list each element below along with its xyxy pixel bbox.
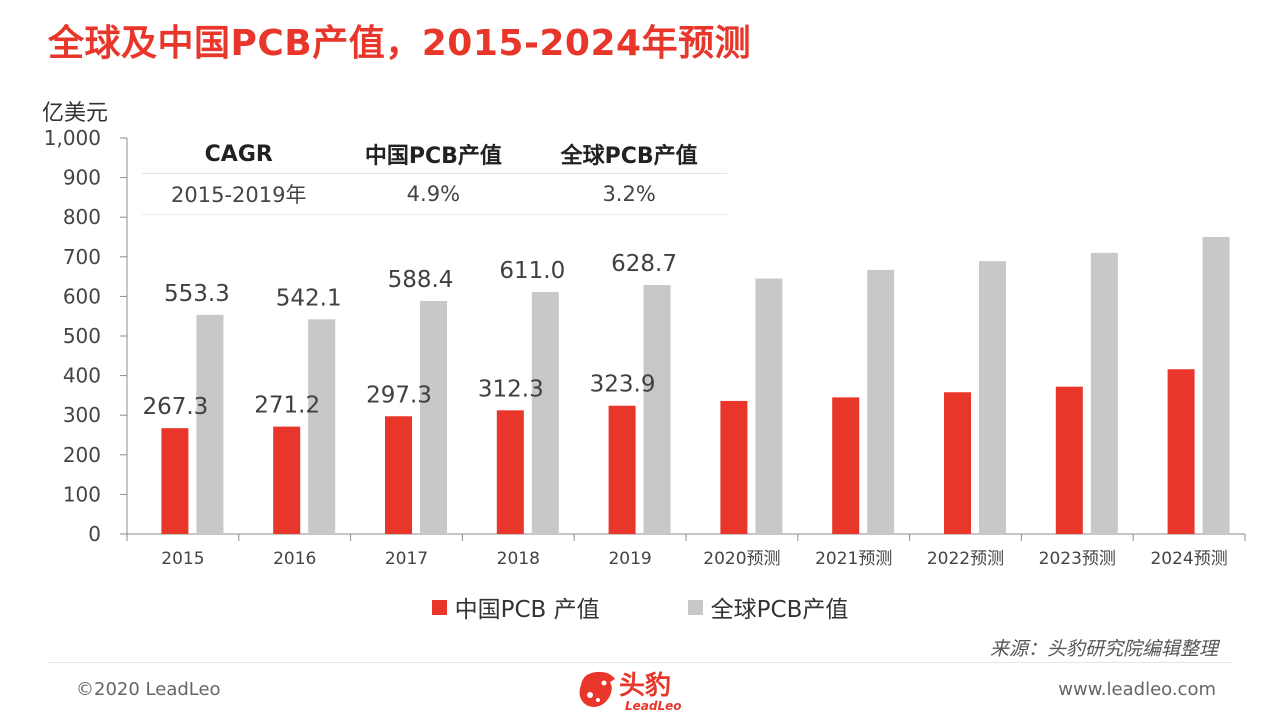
y-axis-unit-label: 亿美元 (42, 101, 108, 126)
bars-group (161, 237, 1230, 534)
data-label-global: 611.0 (499, 258, 565, 284)
bar-global (308, 319, 336, 534)
data-label-global: 588.4 (388, 267, 454, 293)
y-tick-label: 900 (63, 166, 101, 190)
bar-global (1090, 252, 1118, 534)
data-label-china: 267.3 (142, 394, 208, 420)
data-label-global: 628.7 (611, 251, 677, 277)
x-category-label: 2015 (161, 549, 204, 569)
bar-global (755, 278, 783, 534)
x-category-label: 2019 (608, 549, 651, 569)
footer-divider (48, 662, 1232, 663)
cagr-header-global: 全球PCB产值 (531, 135, 727, 174)
bar-global (1202, 237, 1230, 534)
bar-global (643, 285, 671, 534)
data-labels-group: 267.3 271.2 297.3 312.3 323.9 553.3 542.1 588.4… (142, 251, 677, 420)
bar-china (385, 416, 412, 534)
website-link[interactable]: www.leadleo.com (1058, 679, 1216, 700)
y-tick-label: 200 (63, 443, 101, 467)
bar-global (420, 300, 447, 534)
y-tick-label: 300 (63, 403, 101, 427)
cagr-header-china: 中国PCB产值 (335, 135, 532, 174)
data-label-china: 323.9 (590, 372, 656, 398)
bar-global (867, 269, 895, 534)
logo-chinese-text: 头豹 (619, 671, 672, 701)
x-category-label: 2017 (385, 549, 428, 569)
bar-china (1055, 386, 1083, 534)
y-tick-label: 500 (63, 324, 101, 348)
cagr-table: CAGR 中国PCB产值 全球PCB产值 2015-2019年 4.9% 3.2… (142, 135, 727, 215)
bar-china (273, 426, 301, 534)
bar-global (531, 292, 559, 534)
bar-china (832, 397, 860, 534)
legend-label-china: 中国PCB 产值 (454, 597, 600, 623)
y-tick-label: 400 (63, 364, 101, 388)
y-tick-label: 700 (63, 245, 101, 269)
data-label-global: 553.3 (164, 281, 230, 307)
bar-china (496, 410, 524, 534)
legend-label-global: 全球PCB产值 (710, 597, 849, 623)
x-category-label: 2018 (497, 549, 540, 569)
y-axis: 0 100 200 300 400 500 600 700 800 900 1,000 (44, 126, 128, 546)
legend-item-china: 中国PCB 产值 (431, 590, 600, 624)
data-label-china: 297.3 (366, 382, 432, 408)
bar-china (720, 400, 748, 534)
bar-china (608, 405, 636, 534)
data-label-china: 312.3 (478, 376, 544, 402)
y-tick-label: 100 (63, 482, 101, 506)
bar-china (161, 428, 189, 534)
bar-china (1167, 369, 1195, 534)
bar-global (196, 314, 224, 534)
logo-english-text: LeadLeo (625, 699, 682, 713)
leopard-head-icon (579, 671, 615, 707)
cagr-period: 2015-2019年 (142, 173, 336, 215)
y-tick-label: 0 (88, 522, 101, 546)
page-title: 全球及中国PCB产值，2015-2024年预测 (48, 23, 752, 64)
x-category-label: 2022预测 (927, 549, 1004, 569)
data-label-global: 542.1 (276, 285, 342, 311)
chart-legend: 中国PCB 产值 全球PCB产值 (0, 590, 1280, 624)
x-category-label: 2024预测 (1150, 549, 1227, 569)
x-axis: 2015 2016 2017 2018 2019 2020预测 2021预测 2022预测 20… (126, 533, 1246, 569)
x-category-label: 2016 (273, 549, 316, 569)
cagr-china-value: 4.9% (335, 173, 532, 215)
x-category-label: 2020预测 (703, 549, 780, 569)
legend-swatch-china (431, 599, 447, 615)
cagr-global-value: 3.2% (531, 173, 727, 215)
y-tick-label: 600 (63, 284, 101, 308)
cagr-header-label: CAGR (142, 135, 336, 174)
x-category-label: 2023预测 (1039, 549, 1116, 569)
data-label-china: 271.2 (254, 393, 320, 419)
x-category-label: 2021预测 (815, 549, 892, 569)
y-tick-label: 800 (63, 205, 101, 229)
y-tick-label: 1,000 (44, 126, 101, 150)
bar-china (944, 392, 971, 534)
cagr-table-header-row: CAGR 中国PCB产值 全球PCB产值 (142, 135, 727, 174)
bar-global (979, 261, 1006, 534)
source-note: 来源：头豹研究院编辑整理 (989, 638, 1218, 660)
copyright-text: ©2020 LeadLeo (76, 679, 221, 700)
leadleo-logo: 头豹 LeadLeo (575, 665, 710, 717)
legend-swatch-global (687, 599, 703, 615)
cagr-table-row: 2015-2019年 4.9% 3.2% (142, 173, 727, 215)
bar-chart: 亿美元 0 100 200 300 400 500 600 700 800 900 1,000 20… (42, 101, 1246, 569)
legend-item-global: 全球PCB产值 (687, 590, 849, 624)
